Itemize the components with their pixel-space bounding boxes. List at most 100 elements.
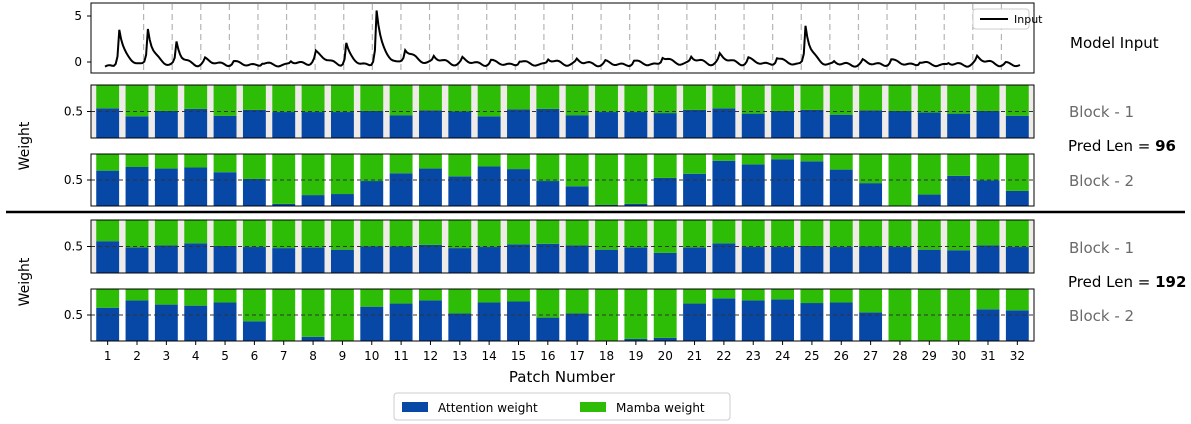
mamba-bar-4 — [184, 154, 208, 168]
mamba-bar-21 — [683, 154, 706, 174]
attention-bar-28 — [888, 110, 912, 138]
input-panel: 5 0 Input — [74, 2, 1043, 74]
attention-bar-16 — [536, 181, 560, 206]
attention-bar-27 — [859, 312, 883, 341]
attention-bar-25 — [800, 161, 824, 206]
attention-bar-14 — [477, 166, 501, 206]
mamba-bar-15 — [507, 220, 530, 245]
attention-bar-28 — [888, 247, 912, 273]
mamba-bar-3 — [154, 289, 178, 305]
attention-bar-22 — [712, 298, 736, 341]
mamba-bar-11 — [389, 154, 413, 174]
mamba-bar-6 — [242, 289, 266, 322]
block1-label-bottom: Block - 1 — [1069, 239, 1134, 257]
attention-bar-27 — [859, 110, 883, 138]
x-tick-label-14: 14 — [482, 349, 497, 363]
mamba-bar-24 — [771, 220, 795, 248]
x-tick-label-15: 15 — [511, 349, 526, 363]
mamba-bar-26 — [829, 289, 853, 303]
attention-bar-31 — [976, 180, 1000, 206]
attention-bar-29 — [917, 112, 941, 138]
mamba-bar-9 — [330, 220, 354, 250]
mamba-bar-18 — [595, 289, 618, 341]
mamba-bar-28 — [888, 85, 912, 111]
x-tick-labels: 1 2 3 4 5 6 7 8 9 10 11 12 13 14 15 16 17 18 19 20 21 22 23 24 2… — [104, 341, 1025, 363]
mamba-bar-22 — [712, 220, 736, 244]
attention-bar-15 — [507, 169, 530, 206]
mamba-bar-11 — [389, 289, 413, 304]
mamba-legend-label: Mamba weight — [616, 401, 705, 415]
attention-bar-26 — [829, 247, 853, 273]
mamba-bar-20 — [653, 85, 677, 114]
attention-bar-17 — [565, 186, 589, 206]
mamba-bar-3 — [154, 154, 178, 169]
x-tick-label-22: 22 — [716, 349, 731, 363]
mamba-bar-27 — [859, 289, 883, 313]
mamba-bar-3 — [154, 85, 178, 111]
mamba-bar-5 — [213, 289, 237, 303]
attention-bar-22 — [712, 243, 736, 273]
attention-bar-29 — [917, 194, 941, 206]
mamba-bar-7 — [272, 85, 296, 113]
mamba-bar-25 — [800, 220, 824, 246]
mamba-bar-31 — [976, 85, 1000, 111]
mamba-bar-17 — [565, 154, 589, 187]
attention-bar-3 — [154, 168, 178, 206]
attention-bar-8 — [301, 112, 325, 138]
mamba-bar-1 — [96, 85, 120, 109]
attention-bar-23 — [741, 164, 765, 206]
x-tick-label-13: 13 — [452, 349, 467, 363]
mamba-bar-29 — [917, 289, 941, 341]
attention-bar-30 — [947, 113, 971, 138]
attention-bar-31 — [976, 309, 1000, 341]
x-tick-label-4: 4 — [192, 349, 200, 363]
attention-bar-1 — [96, 241, 120, 273]
attention-bar-20 — [653, 113, 677, 138]
attention-bar-5 — [213, 115, 237, 138]
ytick-half-label: 0.5 — [64, 105, 83, 119]
mamba-bar-30 — [947, 220, 971, 251]
block1-label-top: Block - 1 — [1069, 103, 1134, 121]
attention-bar-15 — [507, 109, 530, 138]
mamba-bar-13 — [448, 220, 472, 249]
mamba-bar-25 — [800, 154, 824, 162]
attention-bar-20 — [653, 252, 677, 273]
attention-bar-12 — [419, 300, 442, 341]
attention-bar-13 — [448, 111, 472, 138]
attention-bar-21 — [683, 109, 706, 138]
attention-bar-25 — [800, 303, 824, 341]
mamba-bar-17 — [565, 85, 589, 116]
mamba-bar-18 — [595, 220, 618, 250]
input-panel-frame — [90, 2, 1035, 74]
x-tick-label-18: 18 — [599, 349, 614, 363]
model-input-label: Model Input — [1070, 34, 1159, 52]
attention-bar-17 — [565, 245, 589, 273]
attention-bar-19 — [624, 338, 648, 341]
attention-bar-32 — [1005, 115, 1029, 138]
pred-len-192-value: 192 — [1155, 273, 1186, 291]
mamba-legend-swatch — [580, 402, 606, 412]
attention-bar-1 — [96, 170, 120, 206]
input-legend-label: Input — [1014, 13, 1043, 26]
x-tick-label-1: 1 — [104, 349, 112, 363]
x-tick-label-9: 9 — [339, 349, 347, 363]
attention-bar-15 — [507, 244, 530, 273]
mamba-bar-20 — [653, 220, 677, 253]
mamba-bar-16 — [536, 85, 560, 109]
x-tick-label-31: 31 — [980, 349, 995, 363]
mamba-bar-24 — [771, 289, 795, 300]
pred192-block2-panel: 0.5 — [64, 288, 1035, 342]
mamba-bar-15 — [507, 154, 530, 170]
mamba-bar-31 — [976, 154, 1000, 181]
attention-bar-12 — [419, 244, 442, 273]
x-tick-label-17: 17 — [570, 349, 585, 363]
attention-bar-2 — [125, 247, 149, 273]
x-tick-label-32: 32 — [1010, 349, 1025, 363]
mamba-bar-29 — [917, 154, 941, 195]
mamba-bar-22 — [712, 85, 736, 109]
mamba-bar-30 — [947, 154, 971, 176]
mamba-bar-8 — [301, 220, 325, 248]
x-tick-label-10: 10 — [364, 349, 379, 363]
attention-bar-10 — [360, 181, 384, 206]
